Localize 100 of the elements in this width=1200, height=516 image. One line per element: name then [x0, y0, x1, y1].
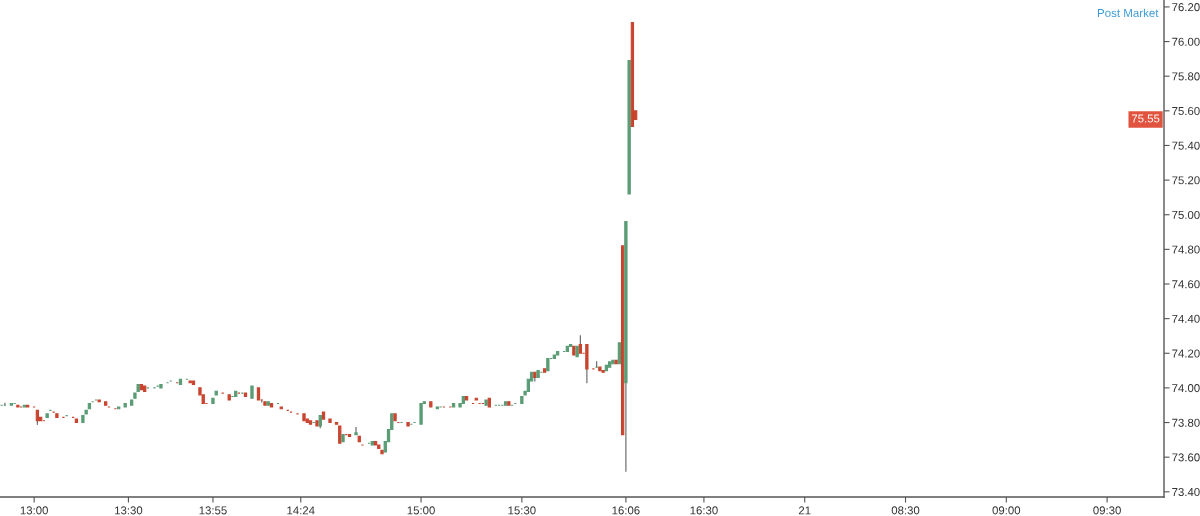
x-tick-label: 13:00 [20, 506, 48, 515]
candlestick [279, 406, 283, 410]
x-tick-label: 13:30 [115, 506, 143, 515]
candlestick [617, 342, 622, 365]
x-tick-label: 08:30 [891, 506, 920, 515]
candlestick [139, 383, 144, 391]
candlestick [191, 380, 196, 385]
x-tick-label: 15:00 [407, 506, 435, 515]
candlestick [55, 413, 59, 418]
candlestick [123, 402, 127, 408]
candlestick [604, 364, 609, 372]
y-tick-label: 75.00 [1172, 210, 1200, 219]
candlestick [507, 401, 511, 406]
candlestick [429, 401, 433, 408]
candlestick [143, 385, 147, 392]
candlestick [601, 370, 605, 373]
y-tick-label: 75.80 [1172, 72, 1200, 81]
candlestick [377, 444, 381, 450]
candlestick [188, 380, 192, 384]
y-tick-label: 75.40 [1172, 141, 1200, 150]
candlestick [464, 396, 469, 401]
candlestick [87, 402, 92, 410]
x-tick-label: 16:06 [612, 506, 640, 515]
x-tick-label: 09:30 [1093, 506, 1121, 515]
candlestick [435, 406, 439, 410]
candlestick [503, 401, 508, 406]
candlestick [302, 413, 306, 422]
annotation: Post Market [1097, 8, 1159, 18]
candlestick [542, 368, 547, 373]
candlestick [130, 399, 134, 406]
candlestick [555, 350, 560, 356]
candlestick [451, 402, 456, 408]
candlestick [461, 396, 465, 405]
candlestick [97, 399, 101, 403]
x-tick-label: 13:55 [199, 506, 227, 515]
candlestick [546, 357, 550, 372]
candlestick [308, 420, 313, 425]
candlestick [354, 427, 358, 436]
candlestick [266, 401, 270, 406]
x-tick-label: 14:24 [287, 506, 315, 515]
candlestick [22, 404, 27, 408]
candlestick [575, 345, 579, 358]
candlestick [227, 394, 231, 401]
candlestick [234, 390, 238, 398]
candlestick [620, 245, 625, 436]
candlestick [552, 354, 557, 360]
candlestick [104, 401, 108, 406]
candlestick [474, 397, 478, 401]
candlestick [565, 345, 570, 353]
candlestick [370, 441, 374, 446]
candlestick [572, 345, 576, 356]
x-tick-label: 15:30 [508, 506, 536, 515]
candlestick [117, 406, 121, 410]
candlestick [243, 392, 248, 398]
candlestick [487, 397, 491, 408]
candlestick [627, 60, 631, 195]
candlestick [406, 421, 410, 427]
candlestick [585, 344, 589, 384]
candlestick [321, 411, 326, 420]
candlestick [341, 434, 345, 443]
candlestick [74, 418, 79, 424]
candlestick [373, 441, 378, 446]
candlestick [178, 378, 183, 385]
candlestick [16, 404, 20, 408]
candlestick [624, 221, 628, 472]
candlestick [347, 434, 352, 437]
y-tick-label: 76.00 [1172, 37, 1200, 46]
candlestick [536, 370, 540, 379]
y-tick-label: 75.60 [1172, 107, 1200, 116]
y-tick-label: 73.60 [1172, 453, 1200, 462]
candlestick [328, 418, 332, 424]
candlestick [614, 359, 618, 365]
y-tick-label: 73.80 [1172, 418, 1200, 427]
candlestick [630, 21, 635, 127]
candlestick [338, 425, 342, 444]
candlestick [269, 402, 274, 408]
candlestick [607, 361, 612, 368]
y-tick-label: 74.40 [1172, 314, 1200, 323]
candlestick [25, 404, 30, 408]
candlestick [334, 421, 339, 425]
annotation: 75.55 [1131, 114, 1160, 123]
y-tick-label: 75.20 [1172, 176, 1200, 185]
y-tick-label: 74.00 [1172, 384, 1200, 393]
y-tick-label: 74.60 [1172, 280, 1200, 289]
candlestick [250, 385, 254, 399]
y-tick-label: 74.20 [1172, 349, 1200, 358]
candlestick [45, 413, 49, 418]
candlestick [214, 390, 218, 396]
candlestick [9, 402, 14, 406]
candlestick [598, 366, 602, 372]
y-tick-label: 74.80 [1172, 245, 1200, 254]
candlestick [159, 383, 163, 389]
candlestick [357, 435, 361, 443]
candlestick [533, 371, 537, 382]
candlestick [484, 399, 488, 406]
candlestick [393, 413, 397, 422]
x-tick-label: 09:00 [992, 506, 1021, 515]
x-tick-label: 16:30 [690, 506, 718, 515]
candlestick [211, 397, 215, 405]
x-tick-label: 21 [798, 506, 811, 515]
